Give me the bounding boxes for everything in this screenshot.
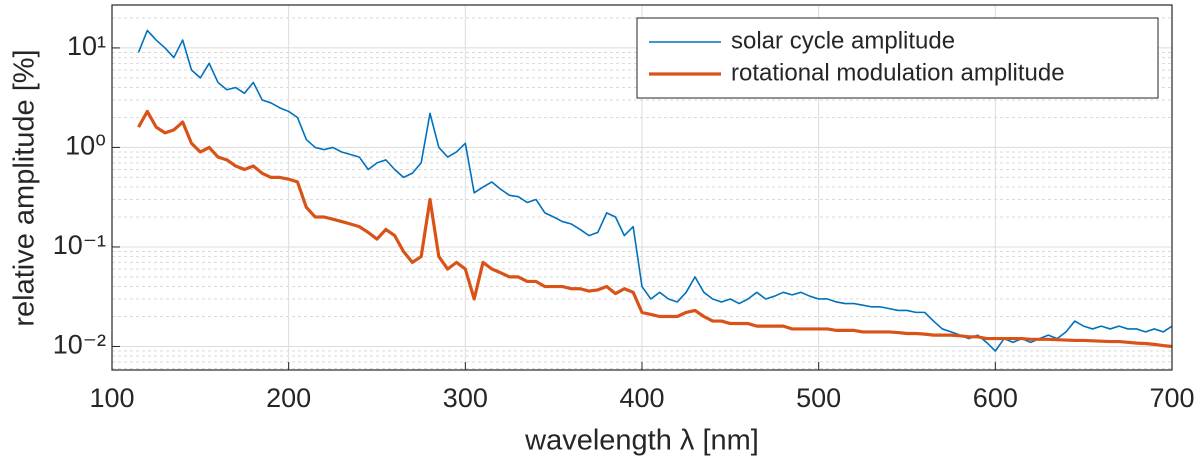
y-tick-label: 10⁰	[65, 131, 106, 161]
data-line	[137, 29, 1173, 352]
x-tick-label: 400	[619, 383, 664, 413]
x-axis-label: wavelength λ [nm]	[524, 425, 759, 457]
y-tick-label: 10¹	[67, 31, 106, 61]
y-tick-label: 10⁻¹	[53, 230, 106, 260]
y-tick-label: 10⁻²	[53, 330, 106, 360]
x-tick-label: 200	[266, 383, 311, 413]
x-tick-label: 700	[1149, 383, 1194, 413]
legend-label: rotational modulation amplitude	[731, 59, 1065, 86]
x-tick-label: 100	[89, 383, 134, 413]
axes-box	[111, 4, 1173, 371]
x-tick-label: 600	[973, 383, 1018, 413]
data-line	[137, 109, 1173, 349]
legend-box	[636, 17, 1159, 99]
legend-label: solar cycle amplitude	[731, 27, 955, 54]
x-tick-label: 500	[796, 383, 841, 413]
y-axis-label: relative amplitude [%]	[9, 49, 41, 326]
x-tick-label: 300	[443, 383, 488, 413]
